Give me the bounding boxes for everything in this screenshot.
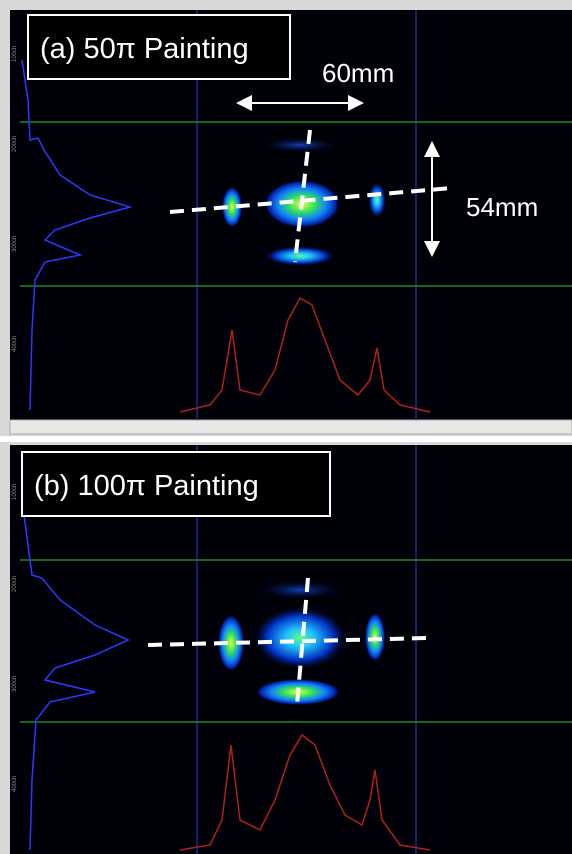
axis-label: 300ch (12, 236, 18, 252)
beamlet (260, 137, 340, 153)
annotation: 54mm (466, 192, 538, 222)
scrollbar (10, 420, 572, 434)
axis-label: 300ch (12, 676, 18, 692)
axis-label: 100ch (12, 46, 18, 62)
axis-label: 100ch (12, 484, 18, 500)
page: (a) 50π Painting 60mm 54mm 100ch 200ch 3… (0, 0, 572, 854)
screenshot: (a) 50π Painting 60mm 54mm 100ch 200ch 3… (0, 0, 572, 854)
panel-a: (a) 50π Painting 60mm 54mm 100ch 200ch 3… (0, 0, 572, 436)
panel-label: (b) 100π Painting (34, 470, 259, 502)
axis-label: 200ch (12, 136, 18, 152)
beamlet (368, 182, 386, 218)
beamlet (264, 246, 336, 266)
panel-label: (a) 50π Painting (40, 33, 249, 65)
beamlet (365, 613, 385, 661)
axis-label: 400ch (12, 336, 18, 352)
axis-label: 400ch (12, 776, 18, 792)
annotation: 60mm (322, 58, 394, 88)
beamlet (252, 606, 348, 670)
beamlet (255, 580, 345, 600)
panel-b: (b) 100π Painting 100ch 200ch 300ch 400c… (0, 442, 572, 854)
axis-label: 200ch (12, 576, 18, 592)
